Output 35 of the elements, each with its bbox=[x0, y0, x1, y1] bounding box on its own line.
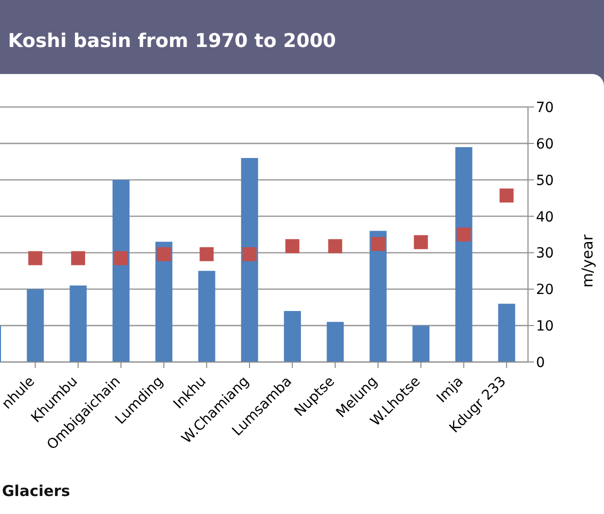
bar bbox=[370, 230, 387, 362]
point bbox=[156, 247, 171, 262]
bar bbox=[241, 158, 258, 362]
y-tick-label: 60 bbox=[536, 136, 554, 152]
y-tick-label: 30 bbox=[536, 246, 554, 262]
bar bbox=[70, 286, 87, 362]
point bbox=[71, 251, 86, 266]
bar bbox=[284, 311, 301, 362]
y-tick-label: 0 bbox=[536, 354, 545, 371]
y-axis-title: m/year bbox=[578, 234, 596, 288]
x-axis-title: Glaciers bbox=[2, 482, 70, 500]
point bbox=[28, 251, 42, 266]
bar bbox=[155, 242, 172, 362]
y-tick-label: 40 bbox=[536, 209, 554, 226]
y-tick-label: 50 bbox=[536, 172, 554, 189]
bar bbox=[498, 304, 516, 362]
y-tick-label: 70 bbox=[536, 100, 554, 116]
point bbox=[456, 228, 471, 242]
point bbox=[328, 239, 342, 254]
y-tick-label: 20 bbox=[536, 282, 554, 298]
bar bbox=[26, 289, 44, 362]
point bbox=[414, 235, 428, 250]
bar bbox=[112, 180, 130, 362]
point bbox=[242, 247, 256, 262]
bar bbox=[412, 326, 430, 362]
bar bbox=[326, 322, 344, 362]
point bbox=[371, 236, 386, 251]
bar bbox=[198, 270, 216, 362]
point bbox=[285, 239, 300, 254]
chart-title: Koshi basin from 1970 to 2000 bbox=[8, 30, 336, 52]
bar bbox=[455, 147, 472, 362]
point bbox=[114, 251, 128, 266]
point bbox=[500, 188, 514, 203]
point bbox=[200, 247, 214, 262]
y-tick-label: 10 bbox=[536, 318, 554, 335]
